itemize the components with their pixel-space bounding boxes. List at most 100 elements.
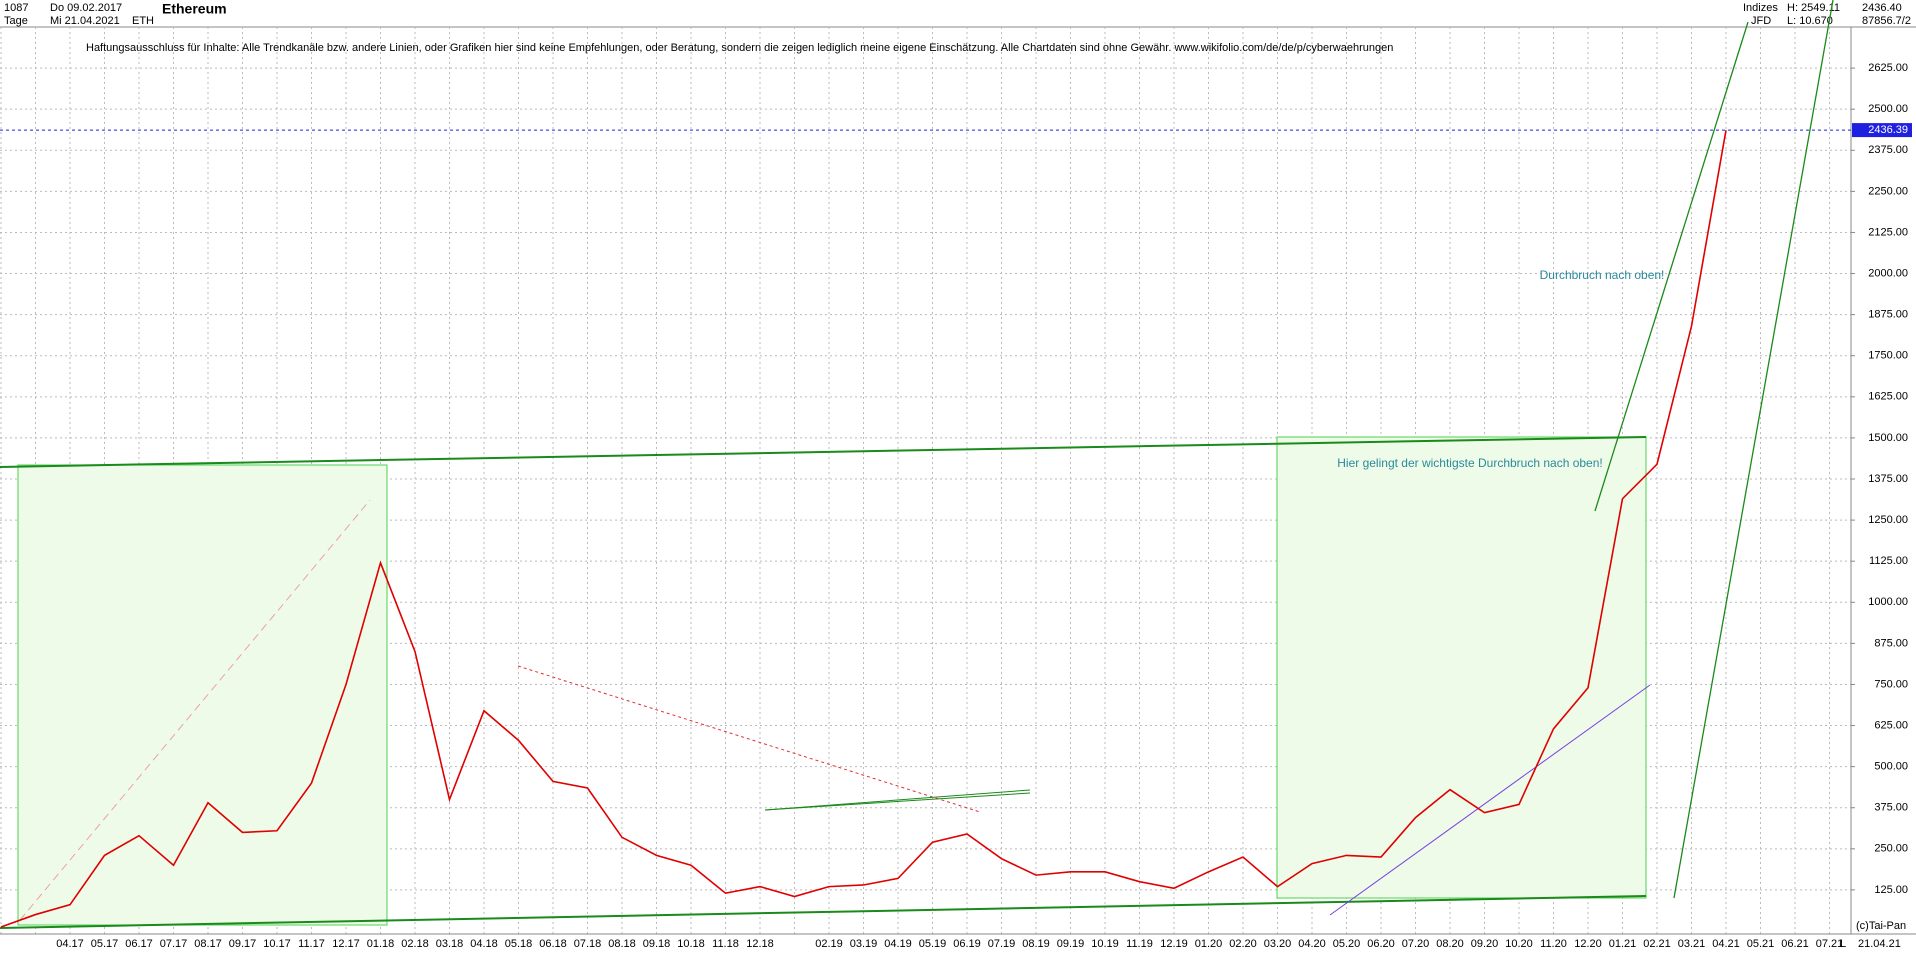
y-tick-label: 1375.00 [1868, 473, 1908, 485]
x-tick-label: 02.19 [815, 938, 843, 950]
x-tick-label: 06.20 [1367, 938, 1395, 950]
x-tick-label: 05.21 [1747, 938, 1775, 950]
x-tick-label: 08.20 [1436, 938, 1464, 950]
source: JFD [1751, 15, 1771, 27]
y-tick-label: 2500.00 [1868, 103, 1908, 115]
trend-line [764, 792, 1031, 811]
current-price-box [1852, 123, 1912, 138]
y-tick-label: 1875.00 [1868, 309, 1908, 321]
y-tick-label: 1000.00 [1868, 596, 1908, 608]
x-tick-label: 03.18 [436, 938, 464, 950]
x-tick-label: 12.18 [746, 938, 774, 950]
trend-line [1329, 684, 1651, 916]
x-tick-label: 06.21 [1781, 938, 1809, 950]
x-tick-label: 06.17 [125, 938, 153, 950]
last: 2436.40 [1862, 2, 1902, 14]
x-tick-label: 04.17 [56, 938, 84, 950]
bars: 1087 [4, 2, 28, 14]
x-tick-label: 08.19 [1022, 938, 1050, 950]
y-tick-label: 750.00 [1874, 678, 1908, 690]
y-tick-label: 875.00 [1874, 637, 1908, 649]
x-tick-label: 12.17 [332, 938, 360, 950]
x-tick-label: 10.18 [677, 938, 705, 950]
scale: L [1840, 938, 1846, 950]
y-tick-label: 2625.00 [1868, 62, 1908, 74]
x-tick-label: 04.20 [1298, 938, 1326, 950]
annotation: Durchbruch nach oben! [1540, 268, 1665, 282]
y-tick-label: 1250.00 [1868, 514, 1908, 526]
x-tick-label: 03.19 [850, 938, 878, 950]
x-tick-label: 12.19 [1160, 938, 1188, 950]
x-tick-label: 05.17 [91, 938, 119, 950]
y-tick-label: 1125.00 [1869, 555, 1908, 567]
box [1276, 436, 1647, 899]
y-tick-label: 1625.00 [1868, 391, 1908, 403]
x-tick-label: 10.17 [263, 938, 291, 950]
period: Tage [4, 15, 28, 27]
y-tick-label: 500.00 [1874, 761, 1908, 773]
x-tick-label: 01.20 [1195, 938, 1223, 950]
x-tick-label: 05.20 [1333, 938, 1361, 950]
y-tick-label: 125.00 [1874, 884, 1908, 896]
trend-lines [0, 0, 1834, 929]
x-tick-label: 10.20 [1505, 938, 1533, 950]
title: Ethereum [162, 1, 227, 17]
y-tick-label: 2125.00 [1868, 226, 1908, 238]
trend-line [0, 895, 1647, 929]
high: H: 2549.11 [1787, 2, 1840, 14]
y-tick-label: 250.00 [1874, 843, 1908, 855]
disclaimer: Haftungsausschluss für Inhalte: Alle Tre… [86, 42, 1393, 54]
x-tick-label: 10.19 [1091, 938, 1119, 950]
x-tick-label: 05.18 [505, 938, 533, 950]
x-tick-label: 09.20 [1471, 938, 1499, 950]
x-tick-label: 07.18 [574, 938, 602, 950]
start-date: Do 09.02.2017 [50, 2, 122, 14]
y-tick-label: 1750.00 [1868, 350, 1908, 362]
trend-line [517, 665, 981, 813]
x-tick-label: 01.18 [367, 938, 395, 950]
trend-line [1594, 21, 1749, 512]
group: Indizes [1743, 2, 1778, 14]
x-tick-label: 09.18 [643, 938, 671, 950]
x-tick-label: 09.17 [229, 938, 257, 950]
y-tick-label: 375.00 [1874, 802, 1908, 814]
x-tick-label: 11.20 [1540, 938, 1567, 950]
x-tick-label: 12.20 [1574, 938, 1602, 950]
trend-line [0, 436, 1647, 468]
x-tick-label: 11.18 [712, 938, 739, 950]
x-tick-label: 06.19 [953, 938, 981, 950]
low: L: 10.670 [1787, 15, 1833, 27]
x-tick-label: 08.17 [194, 938, 222, 950]
trend-line [1673, 0, 1834, 899]
x-tick-label: 01.21 [1609, 938, 1637, 950]
volume: 87856.7/2 [1862, 15, 1911, 27]
x-tick-label: 11.17 [298, 938, 325, 950]
x-tick-label: 09.19 [1057, 938, 1085, 950]
x-tick-label: 02.18 [401, 938, 429, 950]
y-tick-label: 2000.00 [1868, 267, 1908, 279]
current-price-label: 2436.39 [1868, 124, 1908, 136]
y-tick-label: 2375.00 [1868, 144, 1908, 156]
x-tick-label: 07.19 [988, 938, 1016, 950]
x-tick-label: 08.18 [608, 938, 636, 950]
y-tick-label: 1500.00 [1868, 432, 1908, 444]
trend-line [19, 499, 371, 921]
x-tick-label: 07.17 [160, 938, 188, 950]
x-tick-label: 07.20 [1402, 938, 1430, 950]
x-tick-label: 04.21 [1712, 938, 1740, 950]
y-tick-label: 2250.00 [1868, 185, 1908, 197]
price-line [0, 130, 1727, 928]
x-tick-label: 05.19 [919, 938, 947, 950]
y-tick-label: 625.00 [1874, 719, 1908, 731]
footer-date: 21.04.21 [1858, 938, 1901, 950]
annotation: Hier gelingt der wichtigste Durchbruch n… [1337, 456, 1602, 470]
x-tick-label: 02.21 [1643, 938, 1671, 950]
x-tick-label: 03.21 [1678, 938, 1706, 950]
x-tick-label: 02.20 [1229, 938, 1257, 950]
end-date: Mi 21.04.2021 [50, 15, 120, 27]
x-tick-label: 04.18 [470, 938, 498, 950]
x-tick-label: 11.19 [1126, 938, 1153, 950]
copyright: (c)Tai-Pan [1856, 920, 1906, 932]
symbol: ETH [132, 15, 154, 27]
